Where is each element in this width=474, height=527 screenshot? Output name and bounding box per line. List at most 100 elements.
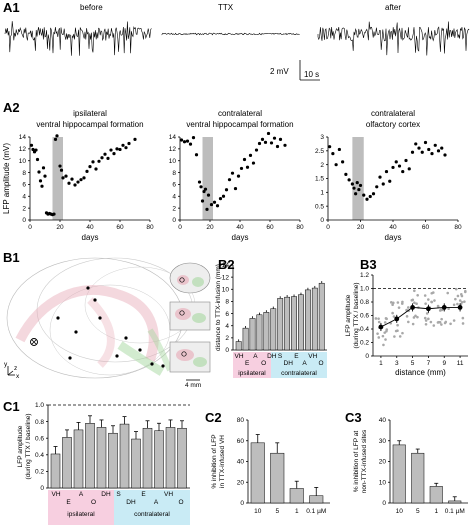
- a1-scale-t: 10 s: [304, 70, 319, 79]
- b3-point: [392, 315, 396, 318]
- b3-point: [382, 343, 385, 347]
- a1-traces: [4, 21, 470, 56]
- c3-ytick-label: 10: [379, 479, 387, 486]
- b3-mean-point: [441, 305, 447, 310]
- a2-point: [82, 176, 86, 180]
- b3-point: [425, 312, 429, 315]
- b3-point: [427, 317, 430, 321]
- a2-point: [410, 150, 415, 154]
- a2-point: [358, 183, 363, 188]
- b3-point: [412, 316, 416, 319]
- a2-point: [443, 153, 447, 157]
- a2-ytick-label: 1: [320, 190, 324, 197]
- c3-ylabel1: % inhibition of LFP at: [353, 431, 360, 492]
- a2-xtick-label: 20: [357, 224, 365, 231]
- b3-point: [463, 290, 467, 294]
- b3-ytick-label: 0.2: [360, 340, 369, 347]
- b3-point: [432, 324, 436, 327]
- c2-bar: [289, 488, 304, 504]
- b3-point: [436, 304, 440, 308]
- b3-point: [392, 301, 395, 305]
- c1-contra-label: contralateral: [134, 511, 170, 518]
- b2-bar: [318, 282, 325, 351]
- svg-text:x: x: [16, 373, 20, 380]
- b3-mean-point: [378, 324, 384, 330]
- a2-point: [275, 144, 280, 149]
- a2-point: [394, 160, 398, 164]
- a2-ytick-label: 10: [19, 158, 27, 165]
- a2-point: [197, 180, 202, 184]
- a2-point: [100, 156, 104, 160]
- a2-point: [236, 174, 241, 178]
- a2-xtick-label: 80: [296, 224, 304, 231]
- a2-point: [94, 167, 98, 171]
- b3-mean-line: [380, 306, 461, 328]
- a2-point: [106, 156, 110, 160]
- b2-bar: [270, 308, 277, 351]
- a2-point: [230, 171, 235, 175]
- b3-point: [398, 335, 402, 338]
- a2-point: [391, 165, 395, 170]
- b3-xtick-label: 5: [411, 360, 415, 367]
- c1-category-label: O: [91, 499, 96, 506]
- b2-category-label: S: [278, 353, 283, 360]
- a2-point: [38, 179, 43, 183]
- c1-category-label: DH: [126, 499, 136, 506]
- b3-point: [413, 289, 416, 293]
- a2-xtick-label: 40: [86, 224, 94, 231]
- a2-ytick-label: 0: [172, 217, 176, 224]
- a2-point: [407, 167, 411, 171]
- a1-trace-after: [317, 21, 470, 56]
- a2-title2-0: ventral hippocampal formation: [36, 120, 143, 129]
- a2-point: [182, 140, 187, 144]
- c3-xtick-label: 5: [416, 508, 420, 515]
- b2-category-label: O: [261, 360, 266, 367]
- c1-bar: [62, 437, 72, 489]
- b3-point: [424, 319, 428, 322]
- a2-point: [64, 174, 68, 178]
- b3-point: [377, 320, 381, 324]
- c1-category-label: O: [178, 499, 183, 506]
- a2-point: [263, 140, 268, 144]
- b3-point: [456, 294, 460, 298]
- a2-point: [97, 159, 101, 163]
- a2-xtick-label: 0: [326, 224, 330, 231]
- a2-point: [378, 175, 382, 179]
- a2-point: [85, 169, 89, 173]
- b3-scatter-chart: 0 0.2 0.4 0.6 0.8 1.0 1.2 1 3 5 7 9 11 distance (mm) L…: [345, 272, 468, 377]
- b3-point: [430, 291, 434, 295]
- c1-ipsi-label: ipsilateral: [67, 511, 95, 518]
- a2-point: [388, 179, 392, 183]
- a2-point: [118, 147, 122, 152]
- a1-ttx-label: TTX: [218, 3, 234, 12]
- c1-bar: [177, 427, 187, 489]
- a2-ytick-label: 2: [22, 205, 26, 212]
- b3-axes: [372, 275, 468, 357]
- c2-ytick-label: 0: [240, 500, 244, 507]
- b2-ipsi-label: ipsilateral: [238, 370, 266, 377]
- b2-ytick-label: 4: [225, 323, 229, 330]
- b3-point: [460, 300, 464, 304]
- b3-point: [396, 301, 400, 304]
- a2-xlabel-1: days: [232, 233, 249, 242]
- b2-category-label: VH: [234, 353, 243, 360]
- a2-ytick-label: 10: [169, 158, 177, 165]
- b3-point: [461, 322, 465, 325]
- a2-ytick-label: 8: [172, 170, 176, 177]
- a2-ytick-label: 0.5: [315, 203, 324, 210]
- c1-category-label: DH: [101, 491, 111, 498]
- c3-ytick-label: 0: [382, 500, 386, 507]
- a2-point: [420, 150, 424, 154]
- a2-point: [362, 193, 366, 197]
- b3-point: [405, 315, 409, 318]
- a2-point: [269, 141, 274, 145]
- b2-bar: [304, 289, 311, 351]
- c2-xtick-label: 5: [275, 508, 279, 515]
- b2-category-label: E: [294, 353, 299, 360]
- a2-point: [397, 164, 402, 168]
- c1-bar: [96, 427, 107, 489]
- b3-point: [458, 299, 462, 302]
- b2-category-label: DH: [284, 360, 294, 367]
- a2-ytick-label: 6: [22, 182, 26, 189]
